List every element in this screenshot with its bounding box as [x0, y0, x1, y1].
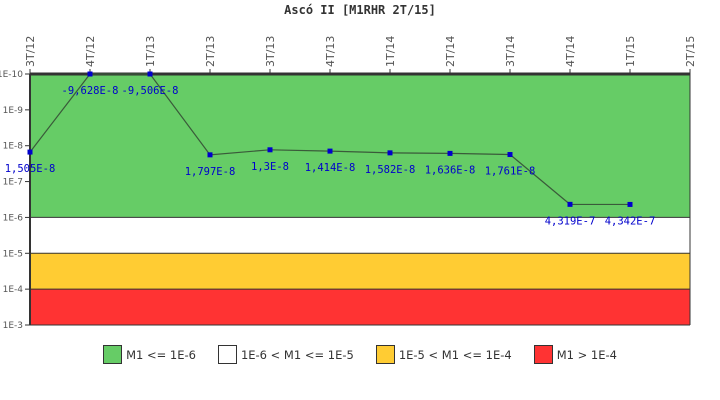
band-2 [30, 253, 690, 290]
x-tick-label: 2T/13 [204, 36, 217, 67]
data-label: 1,414E-8 [305, 162, 356, 174]
legend-swatch-white [217, 345, 237, 364]
x-tick-label: 3T/14 [504, 36, 517, 67]
x-tick-label: 4T/13 [324, 36, 337, 67]
x-tick-label: 3T/12 [24, 36, 37, 67]
data-point [327, 148, 333, 154]
legend-label: 1E-5 < M1 <= 1E-4 [398, 347, 512, 362]
legend-label: M1 > 1E-4 [556, 347, 617, 362]
band-1 [30, 217, 690, 254]
data-point [207, 152, 213, 158]
band-3 [30, 289, 690, 325]
data-point [507, 152, 513, 158]
data-label: 1,582E-8 [365, 164, 416, 176]
data-point [87, 71, 93, 77]
data-point [27, 149, 33, 155]
legend: M1 <= 1E-6 1E-6 < M1 <= 1E-5 1E-5 < M1 <… [0, 345, 720, 364]
data-label: -9,628E-8 [62, 85, 119, 97]
x-tick-label: 1T/15 [624, 36, 637, 67]
y-tick-label: 1E-10 [0, 70, 23, 80]
x-tick-label: 4T/12 [84, 36, 97, 67]
x-tick-label: 2T/15 [684, 36, 697, 67]
data-label: 1,636E-8 [425, 164, 476, 176]
x-tick-label: 1T/13 [144, 36, 157, 67]
data-point [267, 147, 273, 153]
data-label: 1,797E-8 [185, 166, 236, 178]
data-point [567, 201, 573, 207]
data-label: 1,761E-8 [485, 166, 536, 178]
x-tick-label: 1T/14 [384, 36, 397, 67]
data-label: 4,342E-7 [605, 215, 656, 227]
y-tick-label: 1E-4 [3, 285, 24, 295]
x-tick-label: 2T/14 [444, 36, 457, 67]
legend-label: 1E-6 < M1 <= 1E-5 [240, 347, 354, 362]
band-0 [30, 74, 690, 218]
y-tick-label: 1E-8 [3, 142, 24, 152]
legend-swatch-red [533, 345, 553, 364]
y-tick-label: 1E-7 [3, 178, 23, 188]
x-tick-label: 4T/14 [564, 36, 577, 67]
data-label: -9,506E-8 [122, 85, 179, 97]
y-tick-label: 1E-6 [3, 213, 24, 223]
legend-item-yellow: 1E-5 < M1 <= 1E-4 [375, 345, 512, 364]
legend-swatch-green [103, 345, 123, 364]
legend-swatch-yellow [375, 345, 395, 364]
legend-item-green: M1 <= 1E-6 [103, 345, 196, 364]
data-label: 4,319E-7 [545, 215, 596, 227]
data-label: 1,505E-8 [5, 163, 56, 175]
legend-item-white: 1E-6 < M1 <= 1E-5 [217, 345, 354, 364]
legend-label: M1 <= 1E-6 [126, 347, 196, 362]
legend-item-red: M1 > 1E-4 [533, 345, 617, 364]
chart-title: Ascó II [M1RHR 2T/15] [284, 3, 436, 17]
data-label: 1,3E-8 [251, 161, 289, 173]
data-point [447, 150, 453, 156]
y-tick-label: 1E-9 [3, 106, 24, 116]
y-tick-label: 1E-5 [3, 249, 23, 259]
data-point [627, 201, 633, 207]
data-point [147, 71, 153, 77]
y-tick-label: 1E-3 [3, 321, 23, 331]
data-point [387, 150, 393, 156]
x-tick-label: 3T/13 [264, 36, 277, 67]
